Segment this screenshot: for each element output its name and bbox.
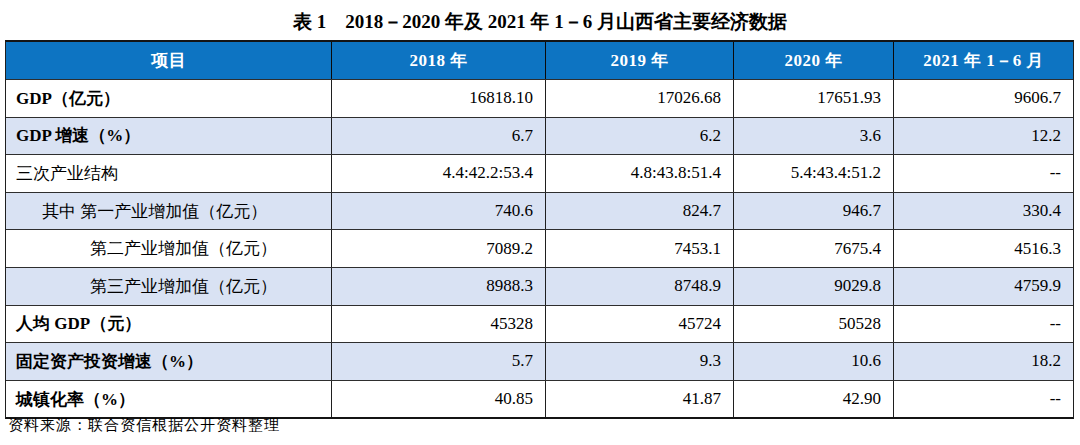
table-row-primary-industry: 其中 第一产业增加值（亿元） 740.6 824.7 946.7 330.4 — [6, 193, 1073, 231]
cell-value: 7089.2 — [332, 230, 546, 267]
economic-data-table: 项目 2018 年 2019 年 2020 年 2021 年 1－6 月 GDP… — [5, 40, 1074, 419]
cell-value: 5.4:43.4:51.2 — [734, 155, 894, 192]
table-row-gdp-per-capita: 人均 GDP（元） 45328 45724 50528 -- — [6, 306, 1073, 344]
row-label: 三次产业结构 — [6, 155, 332, 192]
cell-value: 16818.10 — [332, 80, 546, 117]
cell-value: 8748.9 — [546, 268, 734, 305]
cell-value: 45724 — [546, 306, 734, 343]
cell-value: 18.2 — [894, 343, 1073, 380]
table-row-secondary-industry: 第二产业增加值（亿元） 7089.2 7453.1 7675.4 4516.3 — [6, 230, 1073, 268]
table-row-industry-structure: 三次产业结构 4.4:42.2:53.4 4.8:43.8:51.4 5.4:4… — [6, 155, 1073, 193]
cell-value: 45328 — [332, 306, 546, 343]
header-cell-2021-h1: 2021 年 1－6 月 — [894, 42, 1073, 79]
cell-value: 17026.68 — [546, 80, 734, 117]
cell-value: 6.7 — [332, 118, 546, 155]
row-label: GDP 增速（%） — [6, 118, 332, 155]
row-label: 固定资产投资增速（%） — [6, 343, 332, 380]
header-cell-2019: 2019 年 — [546, 42, 734, 79]
cell-value: 50528 — [734, 306, 894, 343]
cell-value: 42.90 — [734, 381, 894, 418]
cell-value: -- — [894, 306, 1073, 343]
cell-value: 4759.9 — [894, 268, 1073, 305]
cell-value: 41.87 — [546, 381, 734, 418]
row-label: 城镇化率（%） — [6, 381, 332, 418]
cell-value: 824.7 — [546, 193, 734, 230]
cell-value: -- — [894, 155, 1073, 192]
cell-value: 8988.3 — [332, 268, 546, 305]
cell-value: 7675.4 — [734, 230, 894, 267]
cell-value: 3.6 — [734, 118, 894, 155]
cell-value: 740.6 — [332, 193, 546, 230]
cell-value: 4.8:43.8:51.4 — [546, 155, 734, 192]
header-cell-item: 项目 — [6, 42, 332, 79]
cell-value: 330.4 — [894, 193, 1073, 230]
cell-value: -- — [894, 381, 1073, 418]
table-row-tertiary-industry: 第三产业增加值（亿元） 8988.3 8748.9 9029.8 4759.9 — [6, 268, 1073, 306]
table-row-fixed-investment-growth: 固定资产投资增速（%） 5.7 9.3 10.6 18.2 — [6, 343, 1073, 381]
source-note: 资料来源：联合资信根据公开资料整理 — [8, 416, 280, 435]
table-header-row: 项目 2018 年 2019 年 2020 年 2021 年 1－6 月 — [6, 42, 1073, 80]
cell-value: 4516.3 — [894, 230, 1073, 267]
cell-value: 17651.93 — [734, 80, 894, 117]
cell-value: 9606.7 — [894, 80, 1073, 117]
cell-value: 7453.1 — [546, 230, 734, 267]
row-label: 第二产业增加值（亿元） — [6, 230, 332, 267]
table-row-urbanization-rate: 城镇化率（%） 40.85 41.87 42.90 -- — [6, 381, 1073, 418]
cell-value: 10.6 — [734, 343, 894, 380]
cell-value: 9029.8 — [734, 268, 894, 305]
table-row-gdp: GDP（亿元） 16818.10 17026.68 17651.93 9606.… — [6, 80, 1073, 118]
row-label: GDP（亿元） — [6, 80, 332, 117]
row-label: 其中 第一产业增加值（亿元） — [6, 193, 332, 230]
cell-value: 12.2 — [894, 118, 1073, 155]
cell-value: 946.7 — [734, 193, 894, 230]
table-row-gdp-growth: GDP 增速（%） 6.7 6.2 3.6 12.2 — [6, 118, 1073, 156]
table-title: 表 1 2018－2020 年及 2021 年 1－6 月山西省主要经济数据 — [0, 0, 1080, 35]
row-label: 第三产业增加值（亿元） — [6, 268, 332, 305]
header-cell-2018: 2018 年 — [332, 42, 546, 79]
cell-value: 6.2 — [546, 118, 734, 155]
header-cell-2020: 2020 年 — [734, 42, 894, 79]
cell-value: 5.7 — [332, 343, 546, 380]
row-label: 人均 GDP（元） — [6, 306, 332, 343]
cell-value: 9.3 — [546, 343, 734, 380]
cell-value: 40.85 — [332, 381, 546, 418]
cell-value: 4.4:42.2:53.4 — [332, 155, 546, 192]
